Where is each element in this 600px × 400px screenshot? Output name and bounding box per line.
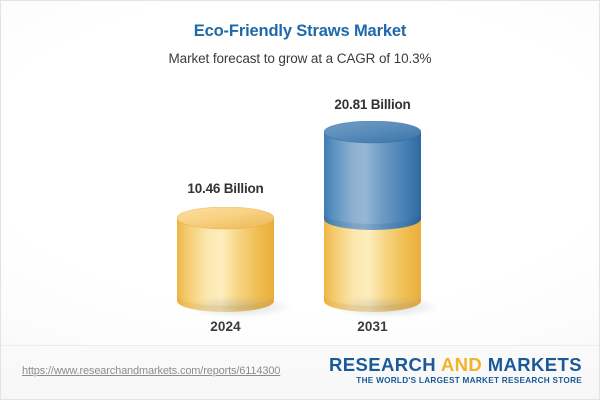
chart-subtitle: Market forecast to grow at a CAGR of 10.…	[168, 51, 432, 66]
bar-shadow-2024	[188, 297, 291, 317]
logo-tagline: THE WORLD'S LARGEST MARKET RESEARCH STOR…	[356, 376, 582, 385]
cylinder-svg-2031	[323, 120, 422, 312]
logo-word-research: RESEARCH	[329, 354, 437, 375]
research-and-markets-logo[interactable]: RESEARCH AND MARKETS THE WORLD'S LARGEST…	[329, 354, 582, 386]
report-url-link[interactable]: https://www.researchandmarkets.com/repor…	[22, 365, 281, 377]
chart-header: Eco-Friendly Straws Market Market foreca…	[1, 1, 599, 66]
bar-group-2024: 10.46 Billion	[176, 1, 291, 346]
bar-shadow-2031	[335, 297, 438, 317]
bar-category-label-2031: 2031	[357, 319, 388, 334]
bar-value-label-2024: 10.46 Billion	[187, 181, 264, 196]
bar-cylinder-2024	[176, 206, 291, 317]
bar-cylinder-2031	[323, 120, 438, 317]
page-title: Eco-Friendly Straws Market	[193, 22, 407, 40]
chart-plot-area: 10.46 Billion	[1, 1, 599, 346]
bar-group-2031: 20.81 Billion	[323, 1, 438, 346]
footer-bar: https://www.researchandmarkets.com/repor…	[1, 345, 599, 399]
bar-value-label-2031: 20.81 Billion	[334, 97, 411, 112]
bar-category-label-2024: 2024	[210, 319, 241, 334]
logo-word-and: AND	[440, 354, 483, 375]
logo-wordmark: RESEARCH AND MARKETS	[329, 354, 582, 375]
cylinder-svg-2024	[176, 206, 275, 312]
logo-word-markets: MARKETS	[487, 354, 582, 375]
